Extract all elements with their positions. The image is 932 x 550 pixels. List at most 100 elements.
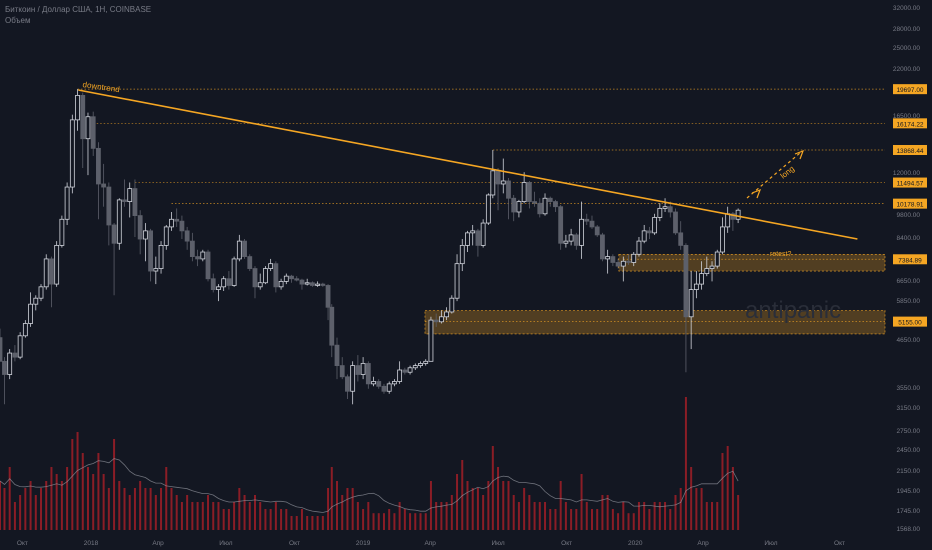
volume-bar [144, 488, 147, 530]
candle-body [657, 208, 663, 218]
candle-body [2, 360, 7, 375]
candle-body [257, 282, 263, 288]
volume-bar [409, 513, 412, 530]
volume-bar [622, 502, 625, 530]
volume-bar [674, 495, 677, 530]
volume-bar [269, 509, 272, 530]
candle-body [465, 232, 470, 246]
candle-body [278, 281, 284, 288]
candle-body [714, 251, 720, 267]
volume-bar [471, 488, 474, 530]
volume-bar [648, 509, 651, 530]
volume-bar [165, 467, 168, 530]
candle-body [205, 251, 211, 280]
volume-bar [377, 513, 380, 530]
volume-bar [285, 509, 288, 530]
candle-body [683, 245, 689, 318]
candle-body [294, 278, 300, 281]
candle-body [615, 262, 621, 267]
volume-bar [523, 488, 526, 530]
candle-body [485, 194, 491, 224]
volume-bar [0, 481, 1, 530]
x-tick-label: Апр [152, 540, 164, 547]
price-level-value: 10178.91 [896, 202, 923, 209]
candle-body [69, 119, 75, 188]
y-tick-label: 6650.00 [897, 278, 921, 285]
volume-bar [118, 481, 121, 530]
volume-bar [24, 488, 27, 530]
volume-bar [700, 488, 703, 530]
candle-body [631, 253, 637, 263]
candle-body [28, 303, 33, 324]
volume-bar [664, 502, 667, 530]
candle-body [231, 258, 237, 286]
volume-bar [8, 467, 11, 530]
volume-bar [29, 481, 32, 530]
volume-bar [40, 488, 43, 530]
candle-body [200, 251, 206, 260]
candle-body [148, 230, 154, 272]
x-tick-label: Июл [491, 540, 504, 547]
volume-bar [502, 481, 505, 530]
volume-bar [711, 502, 714, 530]
volume-bar [533, 502, 536, 530]
candle-body [506, 180, 511, 199]
candle-body [106, 186, 112, 226]
candle-body [704, 268, 710, 274]
candle-body [673, 211, 678, 234]
volume-bar [81, 453, 84, 530]
volume-bar [13, 502, 16, 530]
volume-bar [424, 513, 427, 530]
price-level-value: 16174.22 [896, 121, 923, 128]
volume-bar [212, 502, 215, 530]
y-tick-label: 25000.00 [893, 45, 920, 52]
candle-body [397, 369, 403, 382]
candle-body [600, 234, 605, 260]
candle-body [355, 365, 361, 375]
volume-bar [19, 495, 22, 530]
volume-bar [227, 509, 230, 530]
volume-bar [3, 488, 6, 530]
candle-body [101, 183, 107, 188]
volume-bar [596, 509, 599, 530]
x-tick-label: Июл [219, 540, 232, 547]
candle-body [345, 376, 350, 392]
candle-body [636, 240, 642, 255]
volume-bar [233, 502, 236, 530]
candle-body [428, 319, 434, 362]
volume-bar [149, 488, 152, 530]
volume-bar [507, 481, 510, 530]
volume-bar [445, 502, 448, 530]
candle-body [511, 197, 517, 213]
volume-bar [50, 467, 53, 530]
volume-bar [34, 495, 37, 530]
support-zone [424, 310, 886, 335]
volume-bar [196, 502, 199, 530]
candle-body [418, 363, 423, 367]
y-tick-label: 1745.00 [897, 508, 921, 515]
volume-bar [86, 467, 89, 530]
y-tick-label: 4650.00 [897, 337, 921, 344]
volume-bar [76, 432, 79, 530]
candle-body [532, 201, 537, 204]
candle-body [620, 260, 626, 267]
candle-body [444, 311, 450, 318]
price-level-value: 19697.00 [896, 87, 923, 94]
y-tick-label: 2750.00 [897, 428, 921, 435]
candle-body [189, 240, 195, 257]
volume-bar [606, 495, 609, 530]
volume-bar [238, 488, 241, 530]
candle-body [730, 213, 736, 220]
candle-body [132, 188, 138, 216]
volume-bar [456, 474, 459, 530]
symbol-title: Биткоин / Доллар США, 1Н, COINBASE [5, 5, 152, 14]
volume-bar [705, 502, 708, 530]
candle-body [360, 363, 366, 375]
candle-body [402, 369, 408, 373]
price-level-value: 5155.00 [898, 320, 922, 327]
volume-bar [721, 453, 724, 530]
volume-ma-line [0, 458, 739, 513]
candle-body [490, 170, 496, 196]
candle-body [459, 245, 465, 265]
